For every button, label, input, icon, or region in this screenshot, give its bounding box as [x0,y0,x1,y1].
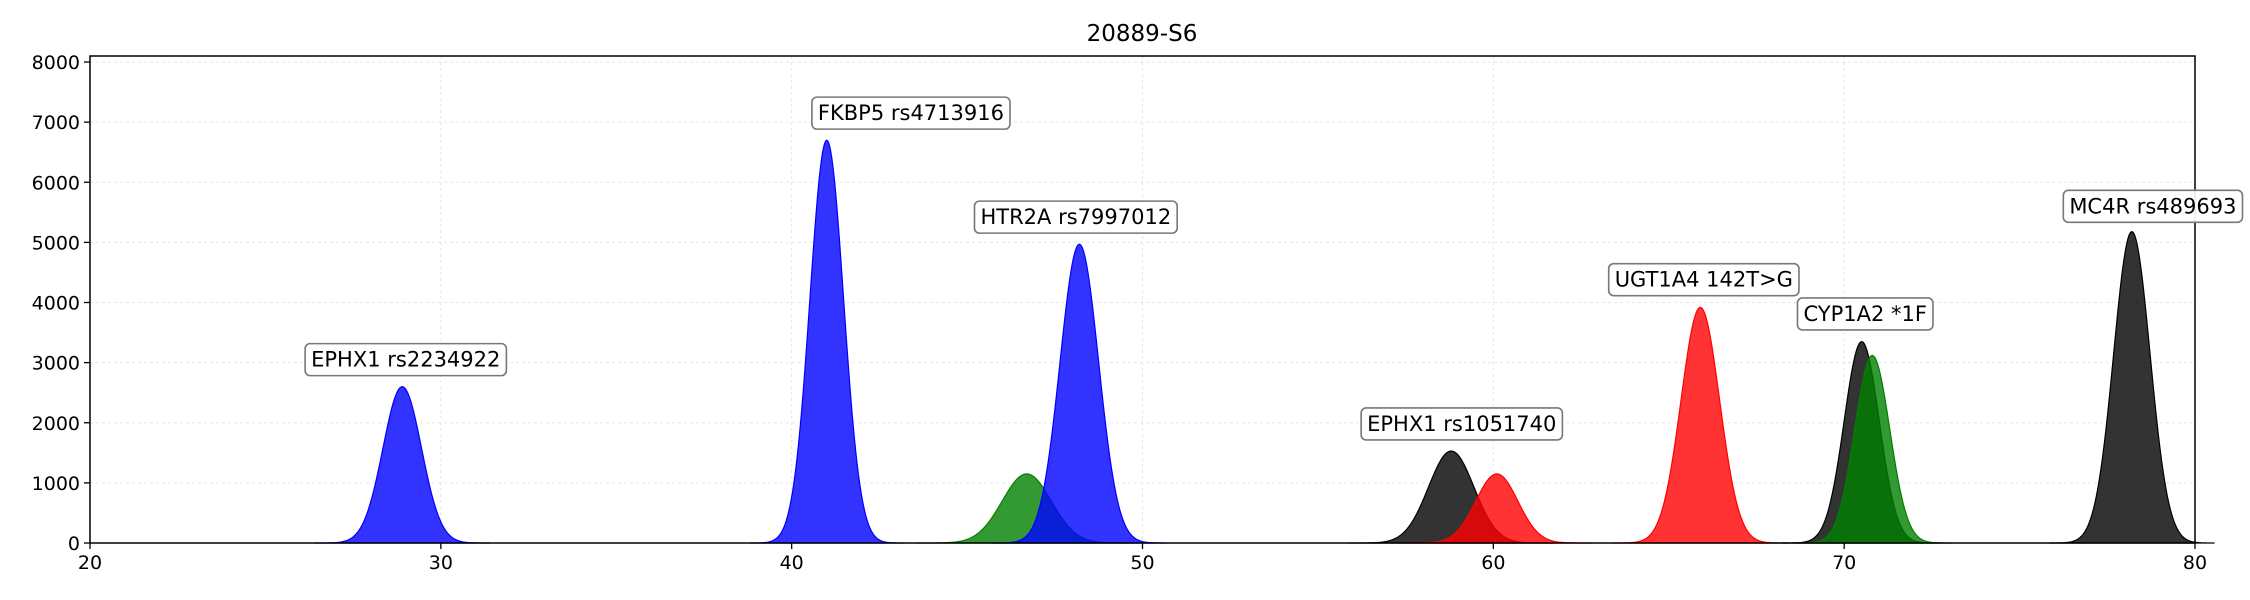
peak-annotations: EPHX1 rs2234922 FKBP5 rs4713916 HTR2A rs79… [304,96,2244,441]
annotation-box [304,342,508,377]
peak-annotation: UGT1A4 142T>G [1607,262,1800,297]
peak-annotation: FKBP5 rs4713916 [811,96,1011,130]
peak-annotation: CYP1A2 *1F [1796,297,1934,331]
peak-annotation: EPHX1 rs2234922 [304,342,508,377]
peak-annotation: EPHX1 rs1051740 [1360,407,1564,441]
y-tick-label: 4000 [32,293,80,315]
annotation-label: HTR2A rs7997012 [980,205,1171,229]
axis-ticks: 20 30 40 50 60 70 80 0 1000 2000 3000 4000 5000 6000 7… [32,52,2207,574]
x-tick-label: 40 [780,552,804,574]
peak-area [1792,354,1952,544]
y-tick-label: 2000 [32,413,80,435]
x-tick-label: 20 [78,552,102,574]
y-tick-label: 0 [68,533,80,555]
annotation-label: EPHX1 rs1051740 [1367,412,1556,436]
x-tick-label: 70 [1832,552,1856,574]
annotation-box [1360,407,1564,441]
y-tick-label: 6000 [32,172,80,194]
annotation-label: MC4R rs489693 [2069,194,2236,218]
y-tick-label: 1000 [32,473,80,495]
chart-title: 20889-S6 [1087,21,1198,47]
x-tick-label: 80 [2183,552,2207,574]
annotation-label: FKBP5 rs4713916 [818,101,1004,125]
peak-areas [314,139,2215,544]
peak-area [750,139,904,544]
x-tick-label: 60 [1481,552,1505,574]
y-tick-label: 5000 [32,232,80,254]
peak-area [314,386,490,544]
annotation-label: CYP1A2 *1F [1803,302,1927,326]
annotation-box [2062,189,2244,224]
peak-area [2049,230,2215,544]
annotation-box [973,200,1179,234]
peak-annotation: HTR2A rs7997012 [973,200,1179,234]
annotation-box [1796,297,1934,331]
peak-area [1612,306,1788,544]
annotation-box [811,96,1011,130]
x-tick-label: 30 [429,552,453,574]
x-tick-label: 50 [1130,552,1154,574]
y-tick-label: 7000 [32,112,80,134]
peak-annotation: MC4R rs489693 [2062,189,2244,224]
annotation-label: UGT1A4 142T>G [1615,268,1793,292]
annotation-label: EPHX1 rs2234922 [311,348,500,372]
annotation-box [1607,262,1800,297]
y-tick-label: 3000 [32,353,80,375]
peak-area [991,243,1167,544]
y-tick-label: 8000 [32,52,80,74]
